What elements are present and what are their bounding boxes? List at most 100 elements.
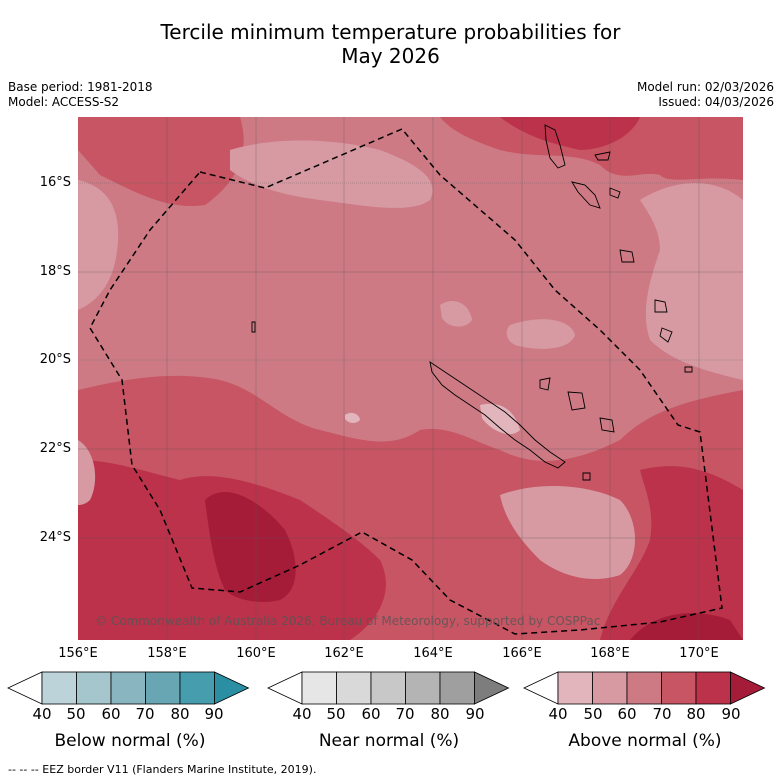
colorbar-3-segment-5 <box>695 671 731 705</box>
field-50-southeast <box>500 485 635 580</box>
colorbar-2-segment-2 <box>336 671 372 705</box>
small-island-2 <box>582 472 591 481</box>
cb1-tick-60: 60 <box>101 705 121 723</box>
colorbar-2-high-extend <box>474 671 510 705</box>
field-50-west-south <box>78 440 96 505</box>
colorbar-3-segment-4 <box>661 671 697 705</box>
field-90-south <box>630 612 743 640</box>
small-island-1 <box>684 366 693 373</box>
cb2-tick-90: 90 <box>465 705 485 723</box>
cb3-tick-60: 60 <box>617 705 637 723</box>
colorbar-2 <box>267 671 510 705</box>
cb3-tick-80: 80 <box>686 705 706 723</box>
coastlines <box>251 124 693 481</box>
cb3-title: Above normal (%) <box>568 731 722 751</box>
colorbar-1-low-extend <box>7 671 43 705</box>
cb1-tick-40: 40 <box>32 705 52 723</box>
field-80-southeast <box>600 466 743 640</box>
copyright-notice: © Commonwealth of Australia 2026, Bureau… <box>95 614 601 628</box>
vanuatu-island-2 <box>571 181 601 209</box>
field-70-northwest <box>78 117 244 206</box>
vanuatu-espiritu-santo <box>544 124 566 169</box>
colorbar-3-segment-2 <box>592 671 628 705</box>
lon-label-162e: 162°E <box>324 646 364 661</box>
lon-label-164e: 164°E <box>413 646 453 661</box>
colorbar-2-low-extend <box>267 671 303 705</box>
cb3-tick-50: 50 <box>583 705 603 723</box>
base-period: Base period: 1981-2018 <box>8 80 153 94</box>
colorbar-2-segment-5 <box>439 671 475 705</box>
cb2-tick-40: 40 <box>292 705 312 723</box>
model-name: Model: ACCESS-S2 <box>8 95 120 109</box>
colorbar-1-segment-4 <box>145 671 181 705</box>
field-90-southwest <box>205 491 296 602</box>
lat-label-24s: 24°S <box>39 530 71 545</box>
loyalty-island-4 <box>567 391 586 411</box>
lon-label-166e: 166°E <box>502 646 542 661</box>
small-island-3 <box>251 321 256 333</box>
colorbar-1-segment-3 <box>110 671 146 705</box>
colorbar-3-segment-1 <box>557 671 593 705</box>
lat-label-18s: 18°S <box>39 264 71 279</box>
cb2-tick-70: 70 <box>395 705 415 723</box>
new-caledonia-coast <box>429 361 566 469</box>
cb1-tick-90: 90 <box>204 705 224 723</box>
field-50-island <box>440 300 472 327</box>
lon-label-156e: 156°E <box>58 646 98 661</box>
colorbar-1-high-extend <box>214 671 250 705</box>
loyalty-island-3 <box>539 377 551 391</box>
chart-title: Tercile minimum temperature probabilitie… <box>0 20 781 68</box>
vanuatu-island-4 <box>619 249 635 263</box>
cb1-tick-50: 50 <box>66 705 86 723</box>
title-line-1: Tercile minimum temperature probabilitie… <box>160 20 621 44</box>
colorbar-2-segment-3 <box>370 671 406 705</box>
lon-label-170e: 170°E <box>679 646 719 661</box>
cb1-tick-80: 80 <box>170 705 190 723</box>
loyalty-island-2 <box>659 327 673 343</box>
colorbar-1-segment-5 <box>179 671 215 705</box>
lon-label-158e: 158°E <box>147 646 187 661</box>
cb2-tick-50: 50 <box>326 705 346 723</box>
colorbar-3-high-extend <box>730 671 766 705</box>
vanuatu-island-3 <box>609 187 621 199</box>
field-50-north <box>230 140 433 208</box>
colorbar-2-segment-4 <box>405 671 441 705</box>
colorbar-1 <box>7 671 250 705</box>
lat-label-22s: 22°S <box>39 441 71 456</box>
lat-label-16s: 16°S <box>39 175 71 190</box>
meta-right: Model run: 02/03/2026 Issued: 04/03/2026 <box>637 80 774 110</box>
lat-label-20s: 20°S <box>39 352 71 367</box>
eez-legend: -- -- -- EEZ border V11 (Flanders Marine… <box>8 763 317 776</box>
colorbar-3 <box>523 671 766 705</box>
field-50-east <box>640 183 743 380</box>
colorbar-2-segment-1 <box>301 671 337 705</box>
lon-label-160e: 160°E <box>236 646 276 661</box>
colorbar-3-low-extend <box>523 671 559 705</box>
meta-left: Base period: 1981-2018 Model: ACCESS-S2 <box>8 80 153 110</box>
cb3-tick-70: 70 <box>652 705 672 723</box>
gridlines <box>78 117 743 640</box>
eez-border <box>89 128 723 635</box>
colorbar-1-segment-2 <box>76 671 112 705</box>
cb3-tick-40: 40 <box>548 705 568 723</box>
cb1-tick-70: 70 <box>135 705 155 723</box>
cb2-tick-80: 80 <box>430 705 450 723</box>
colorbar-3-segment-3 <box>626 671 662 705</box>
cb3-tick-90: 90 <box>721 705 741 723</box>
cb2-tick-60: 60 <box>361 705 381 723</box>
title-line-2: May 2026 <box>341 44 440 68</box>
lon-label-168e: 168°E <box>590 646 630 661</box>
field-50-west <box>78 180 119 310</box>
loyalty-island-1 <box>654 299 668 313</box>
vanuatu-island-1 <box>594 151 611 161</box>
field-50-central <box>506 319 575 349</box>
cb1-title: Below normal (%) <box>54 731 206 751</box>
loyalty-island-5 <box>599 417 615 433</box>
model-run: Model run: 02/03/2026 <box>636 80 774 94</box>
map-field <box>78 117 743 640</box>
field-80-north <box>500 117 640 150</box>
field-40-small <box>345 412 360 423</box>
colorbar-1-segment-1 <box>41 671 77 705</box>
